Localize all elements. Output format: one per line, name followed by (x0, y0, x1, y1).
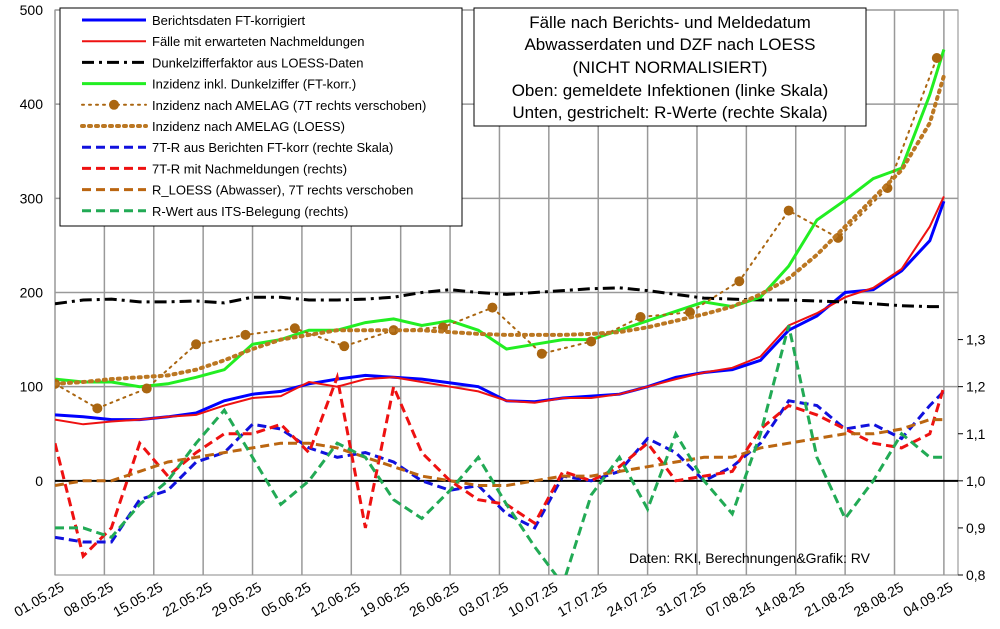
y2-tick-label: 0,9 (966, 520, 986, 536)
x-tick-label: 04.09.25 (900, 579, 955, 620)
x-tick-label: 01.05.25 (11, 579, 66, 620)
legend-label: R-Wert aus ITS-Belegung (rechts) (152, 204, 348, 219)
y2-tick-label: 1,0 (966, 473, 986, 489)
series-marker (635, 311, 646, 322)
y2-tick-label: 1,3 (966, 332, 986, 348)
x-tick-label: 10.07.25 (505, 579, 560, 620)
series-marker (586, 336, 597, 347)
legend: Berichtsdaten FT-korrigiert Fälle mit erw… (80, 13, 426, 219)
series-marker (289, 323, 300, 334)
series-line (55, 390, 945, 544)
legend-label: Inzidenz nach AMELAG (LOESS) (152, 119, 345, 134)
y-tick-label: 500 (20, 2, 44, 18)
x-tick-label: 15.05.25 (110, 579, 165, 620)
series-line (55, 49, 946, 389)
series-marker (339, 341, 350, 352)
x-tick-label: 14.08.25 (752, 579, 807, 620)
y-tick-label: 200 (20, 285, 44, 301)
annotation: Oben: gemeldete Infektionen (linke Skala… (512, 81, 829, 100)
series-marker (734, 276, 745, 287)
series-marker (931, 53, 942, 64)
legend-label: R_LOESS (Abwasser), 7T rechts verschoben (152, 183, 413, 198)
y-tick-label: 0 (35, 473, 43, 489)
legend-label: Inzidenz nach AMELAG (7T rechts verschob… (152, 98, 426, 113)
x-tick-label: 24.07.25 (604, 579, 659, 620)
series-layer (55, 49, 946, 575)
x-tick-label: 03.07.25 (456, 579, 511, 620)
x-tick-label: 31.07.25 (653, 579, 708, 620)
legend-label: 7T-R aus Berichten FT-korr (rechte Skala… (152, 140, 393, 155)
x-tick-label: 19.06.25 (357, 579, 412, 620)
series-marker (684, 307, 695, 318)
series-marker (92, 403, 103, 414)
series-marker (240, 329, 251, 340)
y2-tick-label: 1,2 (966, 379, 986, 395)
source-note: Daten: RKI, Berechnungen&Grafik: RV (629, 550, 871, 566)
x-tick-label: 29.05.25 (209, 579, 264, 620)
legend-label: 7T-R mit Nachmeldungen (rechts) (152, 161, 347, 176)
legend-marker (109, 99, 119, 110)
annotation: (NICHT NORMALISIERT) (573, 58, 768, 77)
series-line (55, 325, 944, 575)
series-marker (487, 302, 498, 313)
legend-label: Fälle mit erwarteten Nachmeldungen (152, 34, 364, 49)
x-tick-label: 22.05.25 (159, 579, 214, 620)
legend-label: Dunkelzifferfaktor aus LOESS-Daten (152, 55, 363, 70)
x-tick-label: 28.08.25 (851, 579, 906, 620)
annotation: Fälle nach Berichts- und Meldedatum (529, 13, 811, 32)
x-tick-label: 12.06.25 (308, 579, 363, 620)
series-marker (536, 348, 547, 359)
y2-tick-label: 0,8 (966, 567, 986, 583)
series-marker (141, 383, 152, 394)
x-tick-label: 17.07.25 (555, 579, 610, 620)
x-tick-label: 05.06.25 (258, 579, 313, 620)
annotation: Abwasserdaten und DZF nach LOESS (524, 35, 815, 54)
annotation-box (473, 7, 867, 127)
x-tick-label: 26.06.25 (406, 579, 461, 620)
y-tick-label: 400 (20, 96, 44, 112)
y-tick-label: 100 (20, 379, 44, 395)
y-tick-label: 300 (20, 190, 44, 206)
series-line (55, 195, 945, 426)
x-tick-label: 21.08.25 (801, 579, 856, 620)
y2-tick-label: 1,1 (966, 426, 986, 442)
series-line (55, 286, 944, 309)
x-tick-label: 07.08.25 (703, 579, 758, 620)
annotation: Unten, gestrichelt: R-Werte (rechte Skal… (512, 103, 827, 122)
series-line (55, 73, 946, 386)
legend-label: Berichtsdaten FT-korrigiert (152, 13, 306, 28)
series-marker (783, 205, 794, 216)
legend-label: Inzidenz inkl. Dunkelziffer (FT-korr.) (152, 77, 356, 92)
series-line (55, 418, 944, 487)
x-tick-label: 08.05.25 (61, 579, 116, 620)
series-marker (191, 339, 202, 350)
